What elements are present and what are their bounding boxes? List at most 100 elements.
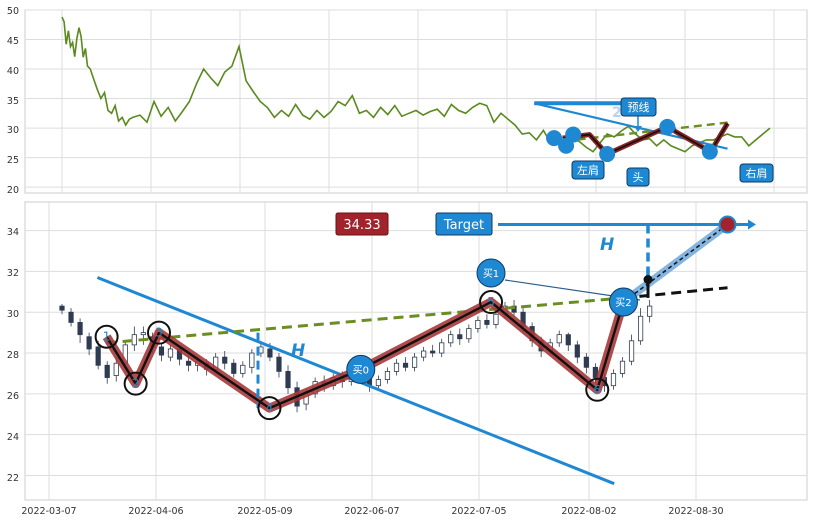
candle-body <box>556 334 562 344</box>
candle-body <box>113 362 119 376</box>
top-y-tick: 45 <box>7 36 19 47</box>
bottom-x-axis: 2022-03-07 2022-04-06 2022-05-09 2022-06… <box>21 506 723 517</box>
buy-marker-circle <box>346 354 376 384</box>
candle-body <box>104 364 110 378</box>
candle-body <box>592 366 598 378</box>
right-shoulder-badge: 右肩 <box>739 163 774 183</box>
zigzag-inner <box>105 300 625 410</box>
candle-body <box>484 319 490 325</box>
top-pattern-dot <box>659 118 676 135</box>
right-shoulder-badge-box <box>739 163 774 183</box>
candle-body <box>95 346 101 366</box>
candle-body <box>574 344 580 358</box>
bottom-candlestick-panel: 34 32 30 28 26 24 22 2022-03-07 2022-04-… <box>7 201 808 517</box>
pivot-marker-label: 3 <box>155 326 163 340</box>
target-badge-box <box>435 212 493 236</box>
target-dot <box>718 215 737 234</box>
pivot-marker-label: 5 <box>487 295 495 309</box>
bottom-x-tick: 2022-05-09 <box>237 506 292 517</box>
candle-body <box>185 360 192 366</box>
bottom-y-tick: 22 <box>7 473 19 484</box>
bottom-y-tick: 30 <box>7 309 19 320</box>
candle-body <box>619 360 626 374</box>
bottom-x-tick: 2022-06-07 <box>344 506 399 517</box>
candle-body <box>439 342 445 354</box>
pivot-marker-circle <box>146 320 171 345</box>
bottom-grid <box>25 202 807 500</box>
target-arrow-head <box>748 219 756 230</box>
bottom-x-tick: 2022-08-02 <box>561 506 616 517</box>
candle-body <box>158 346 165 356</box>
candle-body <box>285 371 291 389</box>
candle-body <box>565 334 571 346</box>
candle-body <box>86 336 92 350</box>
candle-body <box>231 362 237 374</box>
bottom-x-tick: 2022-04-06 <box>128 506 183 517</box>
top-y-tick: 30 <box>7 125 19 136</box>
top-pattern-dot <box>701 143 718 160</box>
forecast-pointer-head <box>634 126 642 132</box>
left-shoulder-badge: 左肩 <box>571 160 605 180</box>
bottom-pattern-labels: 34.33 Target H H 买1 <box>291 212 614 361</box>
price-badge-label: 34.33 <box>343 218 380 233</box>
buy-marker-label: 买2 <box>615 297 631 309</box>
bottom-panel-frame <box>24 201 808 501</box>
bottom-y-tick: 32 <box>7 268 19 279</box>
top-y-tick: 25 <box>7 155 19 166</box>
bottom-x-tick: 2022-07-05 <box>451 506 506 517</box>
neckline-dashed <box>106 296 624 345</box>
candle-body <box>167 348 174 358</box>
candle-body <box>393 362 400 372</box>
buy-marker-circle <box>608 287 638 317</box>
forecast-badge-box <box>620 97 657 117</box>
candle-body <box>583 356 589 368</box>
top-y-tick: 20 <box>7 185 19 196</box>
forecast-badge-label: 预线 <box>628 100 650 114</box>
candle-body <box>430 350 436 354</box>
target-badge: Target <box>435 212 493 236</box>
left-shoulder-badge-label: 左肩 <box>577 163 599 177</box>
candle-body <box>77 322 83 336</box>
top-pattern-labels: 2 预线 左肩 头 右肩 <box>571 97 774 187</box>
candle-body <box>610 373 617 387</box>
candle-body <box>493 313 499 325</box>
faint-number-label: 2 <box>612 105 622 121</box>
bottom-x-tick: 2022-08-30 <box>668 506 723 517</box>
top-y-tick: 35 <box>7 96 19 107</box>
top-pattern-dot <box>599 146 616 163</box>
buy1-marker-circle <box>476 258 506 288</box>
head-badge-label: 头 <box>633 171 644 184</box>
candle-body <box>637 315 644 342</box>
bottom-y-axis: 34 32 30 28 26 24 22 <box>7 227 19 484</box>
target-badge-label: Target <box>443 218 484 233</box>
forecast-badge: 预线 <box>620 97 657 117</box>
candle-body <box>421 350 427 358</box>
candle-body <box>375 379 382 387</box>
candle-body <box>222 356 228 364</box>
candle-body <box>249 352 255 368</box>
candle-body <box>68 311 74 323</box>
pivot-marker-label: 4 <box>266 401 274 415</box>
bottom-x-tick: 2022-03-07 <box>21 506 76 517</box>
top-price-panel: 50 45 40 35 30 25 20 2 预线 左肩 头 <box>7 6 808 196</box>
candle-body <box>448 334 454 344</box>
candle-body <box>276 356 282 372</box>
bottom-y-tick: 28 <box>7 350 19 361</box>
pattern-h-label: H <box>291 341 305 361</box>
candle-body <box>402 362 409 368</box>
candle-body <box>466 328 472 340</box>
buy1-marker-label: 买1 <box>483 268 499 280</box>
candle-body <box>628 340 635 362</box>
pivot-marker-circle <box>123 371 148 396</box>
buy-marker-label: 买0 <box>353 364 369 376</box>
left-shoulder-badge-box <box>571 160 605 180</box>
top-panel-frame <box>24 9 808 194</box>
target-height-dot <box>643 275 653 285</box>
pivot-marker-circle <box>479 290 504 315</box>
bottom-pattern-overlay: 1 2 3 4 买0 5 6 买2 <box>94 215 756 486</box>
bottom-y-tick: 26 <box>7 391 19 402</box>
top-pattern-dot <box>565 126 582 143</box>
top-y-tick: 40 <box>7 66 19 77</box>
candle-body <box>59 305 65 311</box>
